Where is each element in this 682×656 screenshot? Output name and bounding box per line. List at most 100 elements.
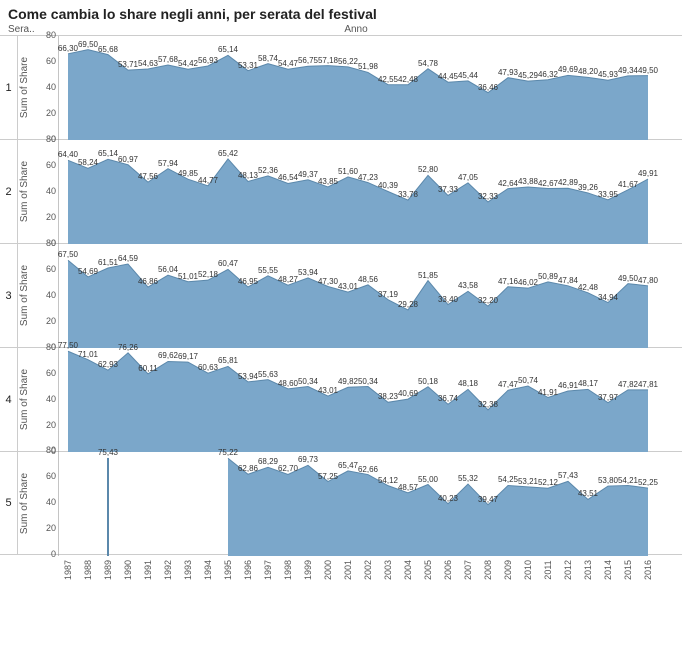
x-axis-title: Anno	[30, 24, 682, 35]
value-label: 53,71	[118, 60, 138, 69]
value-label: 54,63	[138, 59, 158, 68]
value-label: 40,69	[398, 389, 418, 398]
value-label: 47,05	[458, 173, 478, 182]
value-label: 75,43	[98, 448, 118, 457]
panel-row: 3Sum of Share02040608067,5054,6961,5164,…	[0, 243, 682, 347]
value-label: 57,68	[158, 55, 178, 64]
value-label: 46,32	[538, 70, 558, 79]
value-label: 33,78	[398, 190, 418, 199]
value-label: 57,25	[318, 472, 338, 481]
value-label: 65,47	[338, 461, 358, 470]
value-label: 62,86	[238, 464, 258, 473]
value-label: 43,88	[518, 177, 538, 186]
value-label: 76,26	[118, 343, 138, 352]
row-header: 5	[0, 452, 18, 554]
value-label: 47,84	[558, 276, 578, 285]
column-headers: Sera.. Anno	[0, 24, 682, 35]
panel-row: 5Sum of Share02040608075,4375,2262,8668,…	[0, 451, 682, 555]
panel-row: 1Sum of Share02040608066,3069,5065,6853,…	[0, 35, 682, 139]
value-label: 58,24	[78, 158, 98, 167]
row-header: 3	[0, 244, 18, 347]
value-label: 50,74	[518, 376, 538, 385]
value-label: 60,63	[198, 363, 218, 372]
panel-container: 1Sum of Share02040608066,3069,5065,6853,…	[0, 35, 682, 555]
row-header: 2	[0, 140, 18, 243]
row-header: 1	[0, 36, 18, 139]
value-label: 69,17	[178, 352, 198, 361]
y-ticks: 020406080	[32, 348, 58, 451]
value-label: 55,32	[458, 474, 478, 483]
value-label: 37,19	[378, 290, 398, 299]
value-label: 54,47	[278, 59, 298, 68]
value-label: 53,80	[598, 476, 618, 485]
value-label: 54,78	[418, 59, 438, 68]
value-label: 47,56	[138, 172, 158, 181]
value-label: 65,14	[218, 45, 238, 54]
value-label: 47,80	[638, 276, 658, 285]
value-label: 56,75	[298, 56, 318, 65]
value-label: 44,45	[438, 72, 458, 81]
value-label: 75,22	[218, 448, 238, 457]
value-label: 60,97	[118, 155, 138, 164]
value-label: 47,93	[498, 68, 518, 77]
value-label: 52,18	[198, 270, 218, 279]
value-label: 42,67	[538, 179, 558, 188]
value-label: 48,60	[278, 379, 298, 388]
value-label: 48,17	[578, 379, 598, 388]
row-header: 4	[0, 348, 18, 451]
value-label: 49,69	[558, 65, 578, 74]
value-label: 55,00	[418, 475, 438, 484]
value-label: 57,18	[318, 56, 338, 65]
value-label: 60,11	[138, 364, 157, 373]
value-label: 54,25	[498, 475, 518, 484]
value-label: 47,82	[618, 380, 638, 389]
value-label: 46,86	[138, 277, 158, 286]
value-label: 32,33	[478, 192, 498, 201]
value-label: 52,36	[258, 166, 278, 175]
y-ticks: 020406080	[32, 140, 58, 243]
value-label: 62,66	[358, 465, 378, 474]
value-label: 48,20	[578, 67, 598, 76]
chart-area: 75,4375,2262,8668,2962,7069,7357,2565,47…	[58, 452, 682, 554]
value-label: 45,44	[458, 71, 478, 80]
chart-area: 64,4058,2465,1460,9747,5657,9449,8544,77…	[58, 140, 682, 243]
y-axis-title: Sum of Share	[18, 36, 32, 139]
value-label: 58,74	[258, 54, 278, 63]
value-label: 66,30	[58, 44, 78, 53]
value-label: 69,62	[158, 351, 178, 360]
value-label: 53,94	[298, 268, 318, 277]
value-label: 41,67	[618, 180, 638, 189]
chart-area: 67,5054,6961,5164,5946,8656,0451,0152,18…	[58, 244, 682, 347]
value-label: 42,89	[558, 178, 578, 187]
panel-row: 4Sum of Share02040608077,5071,0162,9376,…	[0, 347, 682, 451]
value-label: 56,22	[338, 57, 358, 66]
value-label: 71,01	[78, 350, 98, 359]
value-label: 69,50	[78, 40, 98, 49]
value-label: 32,20	[478, 296, 498, 305]
value-label: 32,38	[478, 400, 498, 409]
y-axis-title: Sum of Share	[18, 348, 32, 451]
value-label: 67,50	[58, 250, 78, 259]
y-axis-title: Sum of Share	[18, 140, 32, 243]
value-label: 62,70	[278, 464, 298, 473]
value-label: 37,97	[598, 393, 618, 402]
value-label: 56,04	[158, 265, 178, 274]
value-label: 42,48	[398, 75, 418, 84]
value-label: 46,02	[518, 278, 538, 287]
y-ticks: 020406080	[32, 452, 58, 554]
value-label: 50,18	[418, 377, 438, 386]
value-label: 47,30	[318, 277, 338, 286]
value-label: 65,42	[218, 149, 238, 158]
value-label: 56,93	[198, 56, 218, 65]
chart-area: 77,5071,0162,9376,2660,1169,6269,1760,63…	[58, 348, 682, 451]
value-label: 40,23	[438, 494, 458, 503]
value-label: 47,23	[358, 173, 378, 182]
value-label: 46,95	[238, 277, 258, 286]
value-label: 40,39	[378, 181, 398, 190]
value-label: 51,85	[418, 271, 438, 280]
value-label: 49,82	[338, 377, 358, 386]
value-label: 61,51	[98, 258, 118, 267]
value-label: 49,91	[638, 169, 658, 178]
value-label: 34,94	[598, 293, 618, 302]
value-label: 55,55	[258, 266, 278, 275]
